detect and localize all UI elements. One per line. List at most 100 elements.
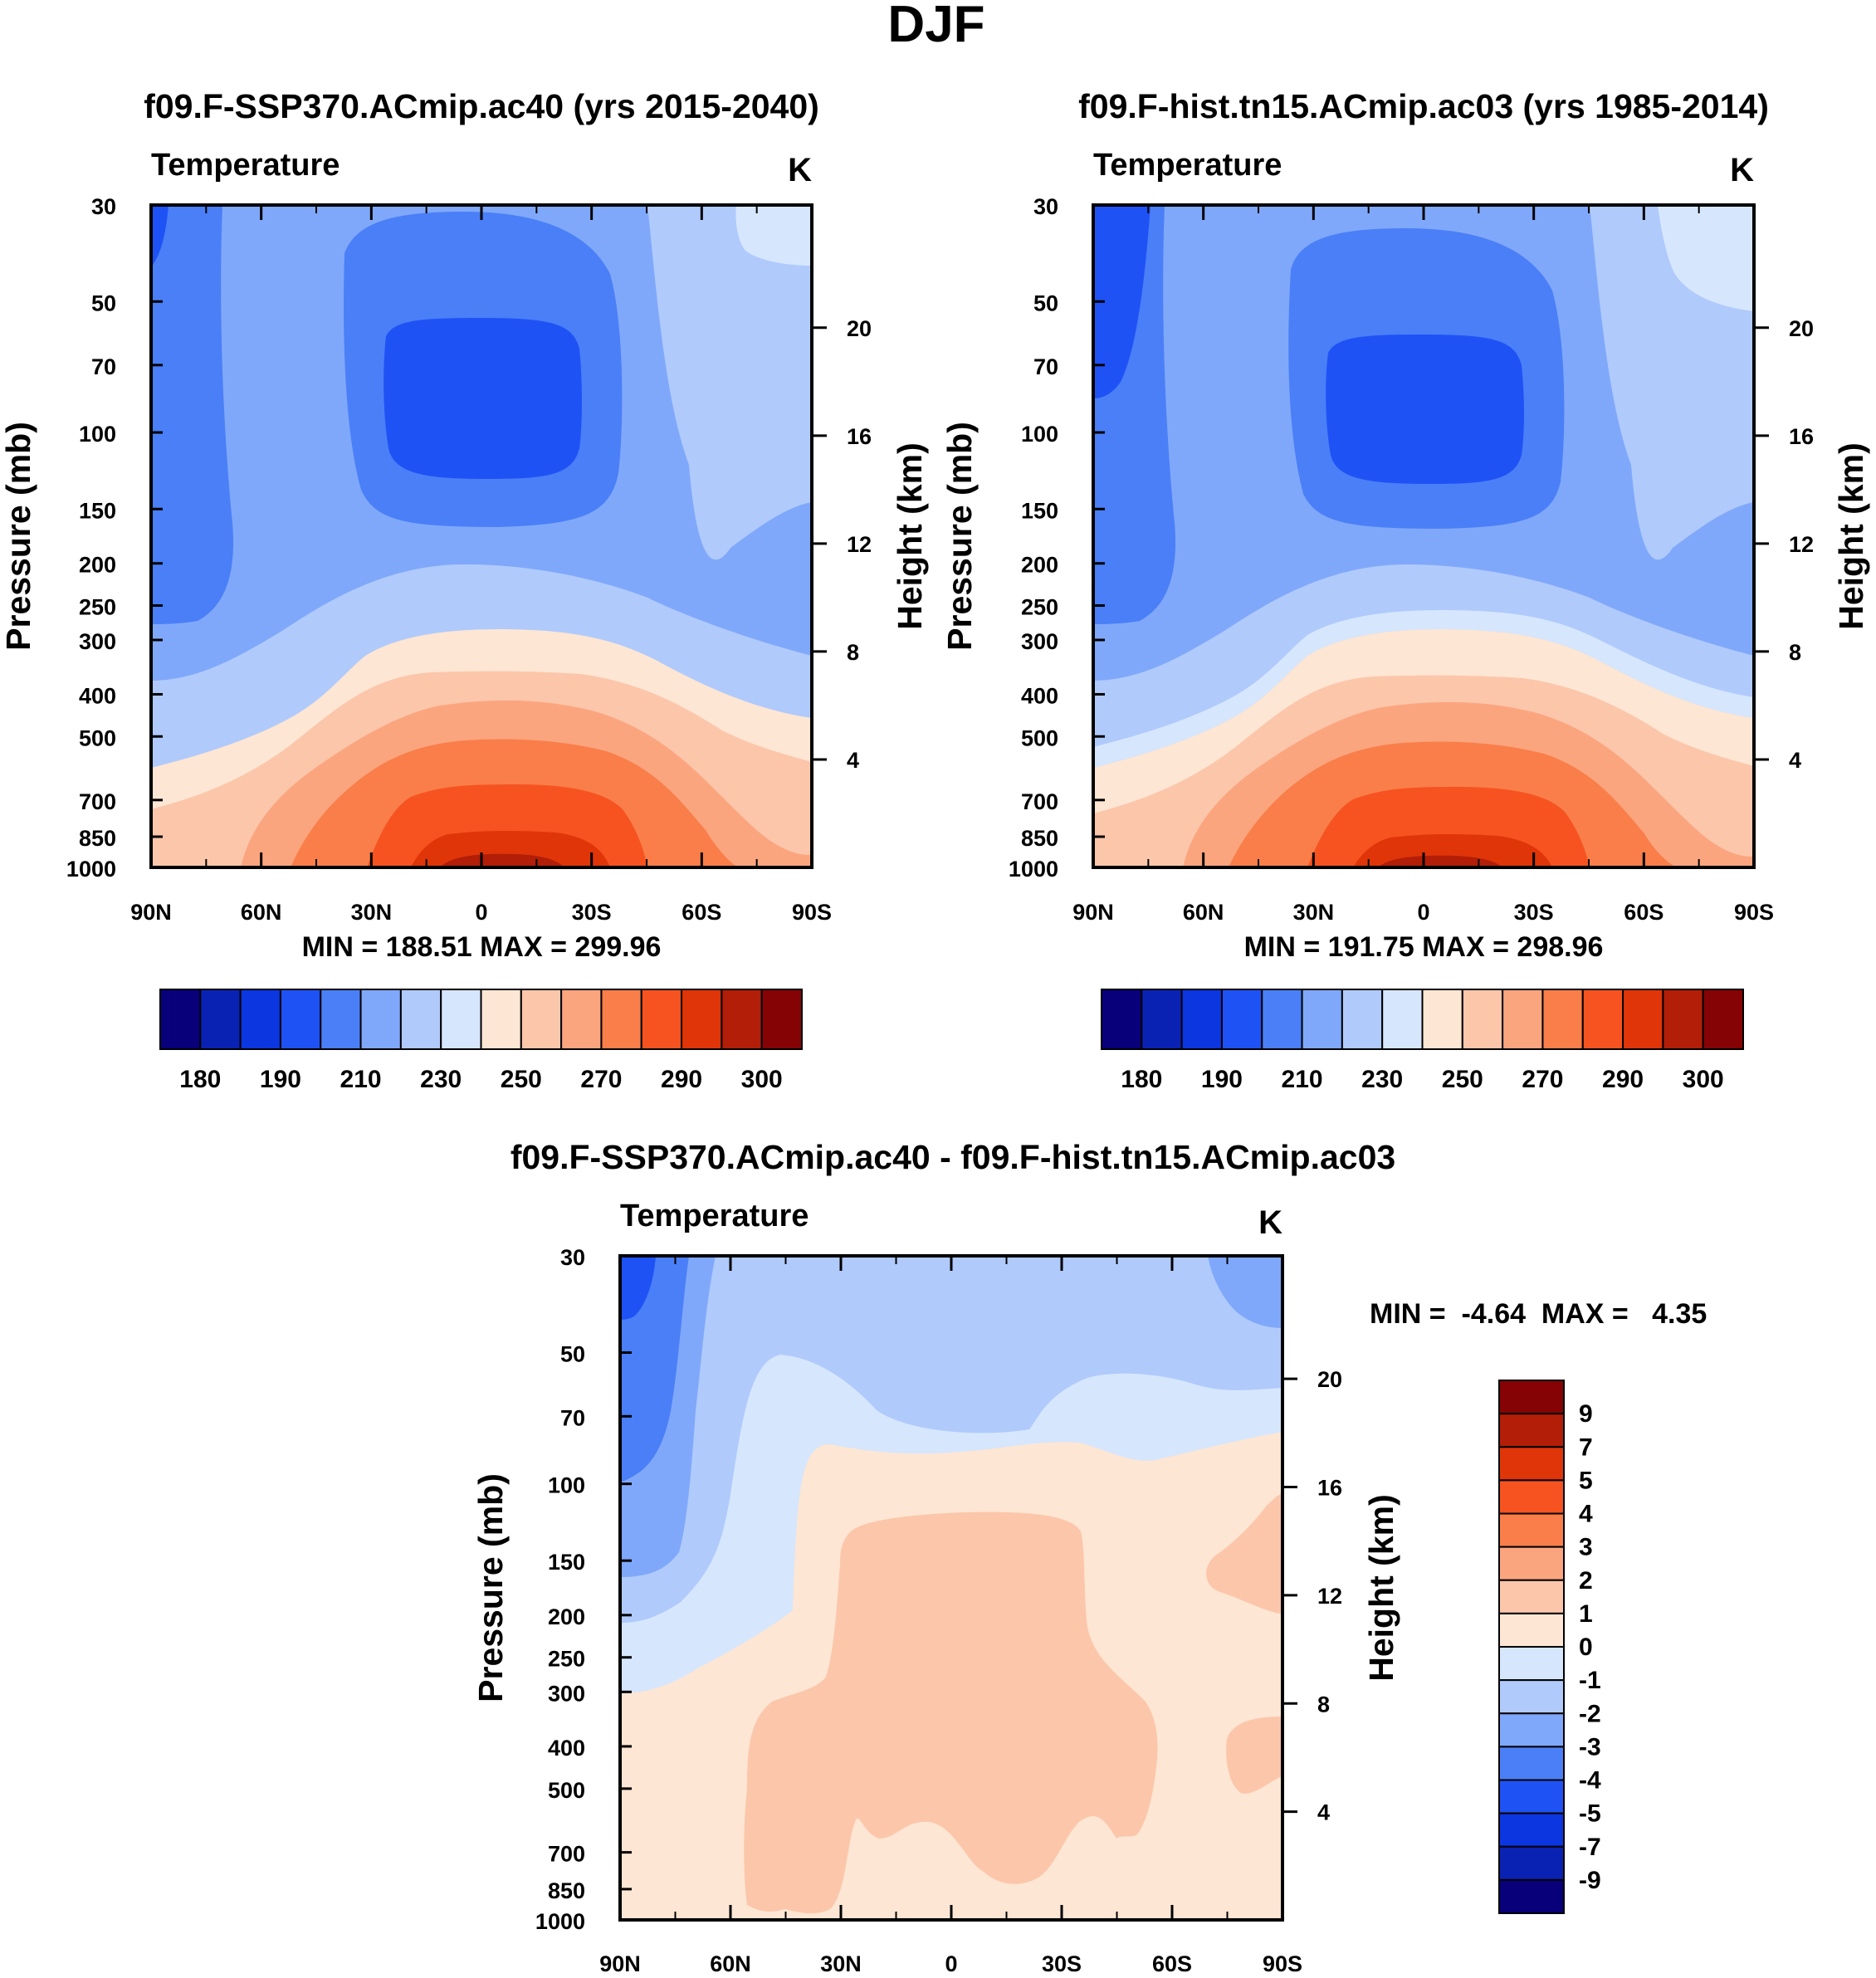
x-tick-label: 30N	[820, 1951, 862, 1976]
y-tick-label: 30	[1033, 194, 1058, 219]
y-tick-label: 70	[1033, 354, 1058, 379]
x-tick-label: 30S	[1042, 1951, 1082, 1976]
colorbar-label: -4	[1579, 1767, 1601, 1795]
y-tick-label: 700	[79, 789, 116, 814]
colorbar-box	[1498, 1779, 1565, 1814]
colorbar-box	[1141, 989, 1183, 1050]
temperature-contour-field	[1093, 205, 1754, 867]
y-tick-label: 400	[1021, 683, 1058, 708]
y-tick-label: 30	[91, 194, 116, 219]
colorbar-label: 230	[420, 1066, 462, 1093]
colorbar-box	[1498, 1579, 1565, 1614]
colorbar-box	[1261, 989, 1303, 1050]
panel-hist: f09.F-hist.tn15.ACmip.ac03 (yrs 1985-201…	[940, 87, 1870, 1093]
colorbar-label: -3	[1579, 1733, 1601, 1761]
contour-band-240-lower	[1093, 610, 1754, 768]
colorbar-box	[520, 989, 563, 1050]
y-tick-label: 850	[548, 1878, 585, 1903]
x-tick-label: 60N	[710, 1951, 751, 1976]
y-tick-label: 400	[548, 1736, 585, 1761]
contour-band-minus5-to-minus4	[620, 1256, 656, 1320]
colorbar-label: 270	[1522, 1066, 1563, 1093]
colorbar-label: 180	[179, 1066, 221, 1093]
contour-band-240	[1658, 205, 1754, 311]
height-tick-label: 20	[1317, 1367, 1342, 1392]
colorbar-box	[159, 989, 202, 1050]
x-tick-label: 60S	[1624, 900, 1663, 925]
y-tick-label: 200	[1021, 553, 1058, 578]
panel-ssp370: f09.F-SSP370.ACmip.ac40 (yrs 2015-2040) …	[0, 87, 929, 1093]
y-axis-label: Pressure (mb)	[940, 422, 979, 651]
contour-band-210-left	[151, 205, 234, 624]
y-tick-label: 500	[79, 725, 116, 750]
contour-band-200-center	[1326, 335, 1524, 484]
contour-band-200-left	[151, 205, 169, 267]
colorbar-box	[1581, 989, 1624, 1050]
y-tick-label: 250	[548, 1647, 585, 1672]
y-tick-label: 500	[548, 1778, 585, 1803]
contour-band-1-to-2-center	[744, 1512, 1158, 1914]
y-tick-label: 150	[1021, 498, 1058, 523]
height-tick-label: 8	[1317, 1692, 1330, 1717]
colorbar-box	[1421, 989, 1463, 1050]
contour-band-200-left	[1093, 205, 1151, 398]
x-tick-label: 90S	[1263, 1951, 1302, 1976]
contour-band-minus3-to-minus2-right	[1208, 1256, 1282, 1328]
y-tick-label: 500	[1021, 725, 1058, 750]
y-tick-label: 850	[79, 826, 116, 851]
colorbar-box	[1498, 1746, 1565, 1781]
colorbar-label: 180	[1121, 1066, 1162, 1093]
colorbar-box	[1622, 989, 1664, 1050]
y-axis-label-right: Height (km)	[1362, 1494, 1400, 1682]
x-tick-label: 90S	[1734, 900, 1774, 925]
height-tick-label: 16	[1317, 1476, 1342, 1501]
x-tick-label: 0	[475, 900, 487, 925]
colorbar-box	[1180, 989, 1223, 1050]
contour-band-240	[735, 205, 812, 266]
colorbar-box	[1381, 989, 1424, 1050]
height-tick-label: 16	[1789, 424, 1814, 449]
colorbar-box	[239, 989, 281, 1050]
x-tick-label: 90N	[130, 900, 172, 925]
y-tick-label: 200	[548, 1604, 585, 1629]
y-tick-label: 1000	[1009, 857, 1058, 882]
colorbar-box	[1498, 1812, 1565, 1848]
colorbar-box	[320, 989, 362, 1050]
colorbar-box	[1498, 1646, 1565, 1682]
y-axis-label: Pressure (mb)	[471, 1473, 510, 1702]
x-tick-label: 60N	[1183, 900, 1224, 925]
y-tick-label: 400	[79, 683, 116, 708]
minmax-stats: MIN = 188.51 MAX = 299.96	[302, 931, 662, 963]
height-tick-label: 12	[1789, 532, 1814, 557]
colorbar-box	[721, 989, 763, 1050]
colorbar-label: 3	[1579, 1534, 1593, 1561]
minmax-stats: MIN = -4.64 MAX = 4.35	[1370, 1298, 1707, 1330]
colorbar-label: 0	[1579, 1634, 1593, 1661]
y-tick-label: 700	[548, 1842, 585, 1867]
y-tick-label: 30	[560, 1245, 585, 1270]
y-tick-label: 50	[560, 1342, 585, 1367]
panel-title: f09.F-hist.tn15.ACmip.ac03 (yrs 1985-201…	[1078, 87, 1769, 125]
colorbar-label: -5	[1579, 1800, 1601, 1828]
colorbar-box	[199, 989, 242, 1050]
contour-band-1-to-2-right-lower	[1226, 1717, 1282, 1794]
colorbar-label: 5	[1579, 1467, 1593, 1494]
colorbar-label: 290	[1602, 1066, 1644, 1093]
height-tick-label: 20	[847, 316, 872, 341]
colorbar-box	[1461, 989, 1504, 1050]
colorbar-label: 270	[580, 1066, 622, 1093]
colorbar-box	[1498, 1546, 1565, 1581]
colorbar-box	[1498, 1612, 1565, 1648]
y-tick-label: 850	[1021, 826, 1058, 851]
colorbar-box	[1498, 1845, 1565, 1881]
units-label: K	[1730, 152, 1754, 188]
colorbar-box	[1341, 989, 1384, 1050]
x-tick-label: 30S	[572, 900, 612, 925]
panel-difference: f09.F-SSP370.ACmip.ac40 - f09.F-hist.tn1…	[471, 1138, 1707, 1976]
colorbar-box	[399, 989, 442, 1050]
left-axis: 30 50 70 100 150 200 250 300 400 500 700 850 1000	[535, 1245, 632, 1934]
colorbar-box	[640, 989, 683, 1050]
colorbar-box	[1498, 1380, 1565, 1415]
colorbar-box	[1301, 989, 1343, 1050]
colorbar-box	[480, 989, 522, 1050]
